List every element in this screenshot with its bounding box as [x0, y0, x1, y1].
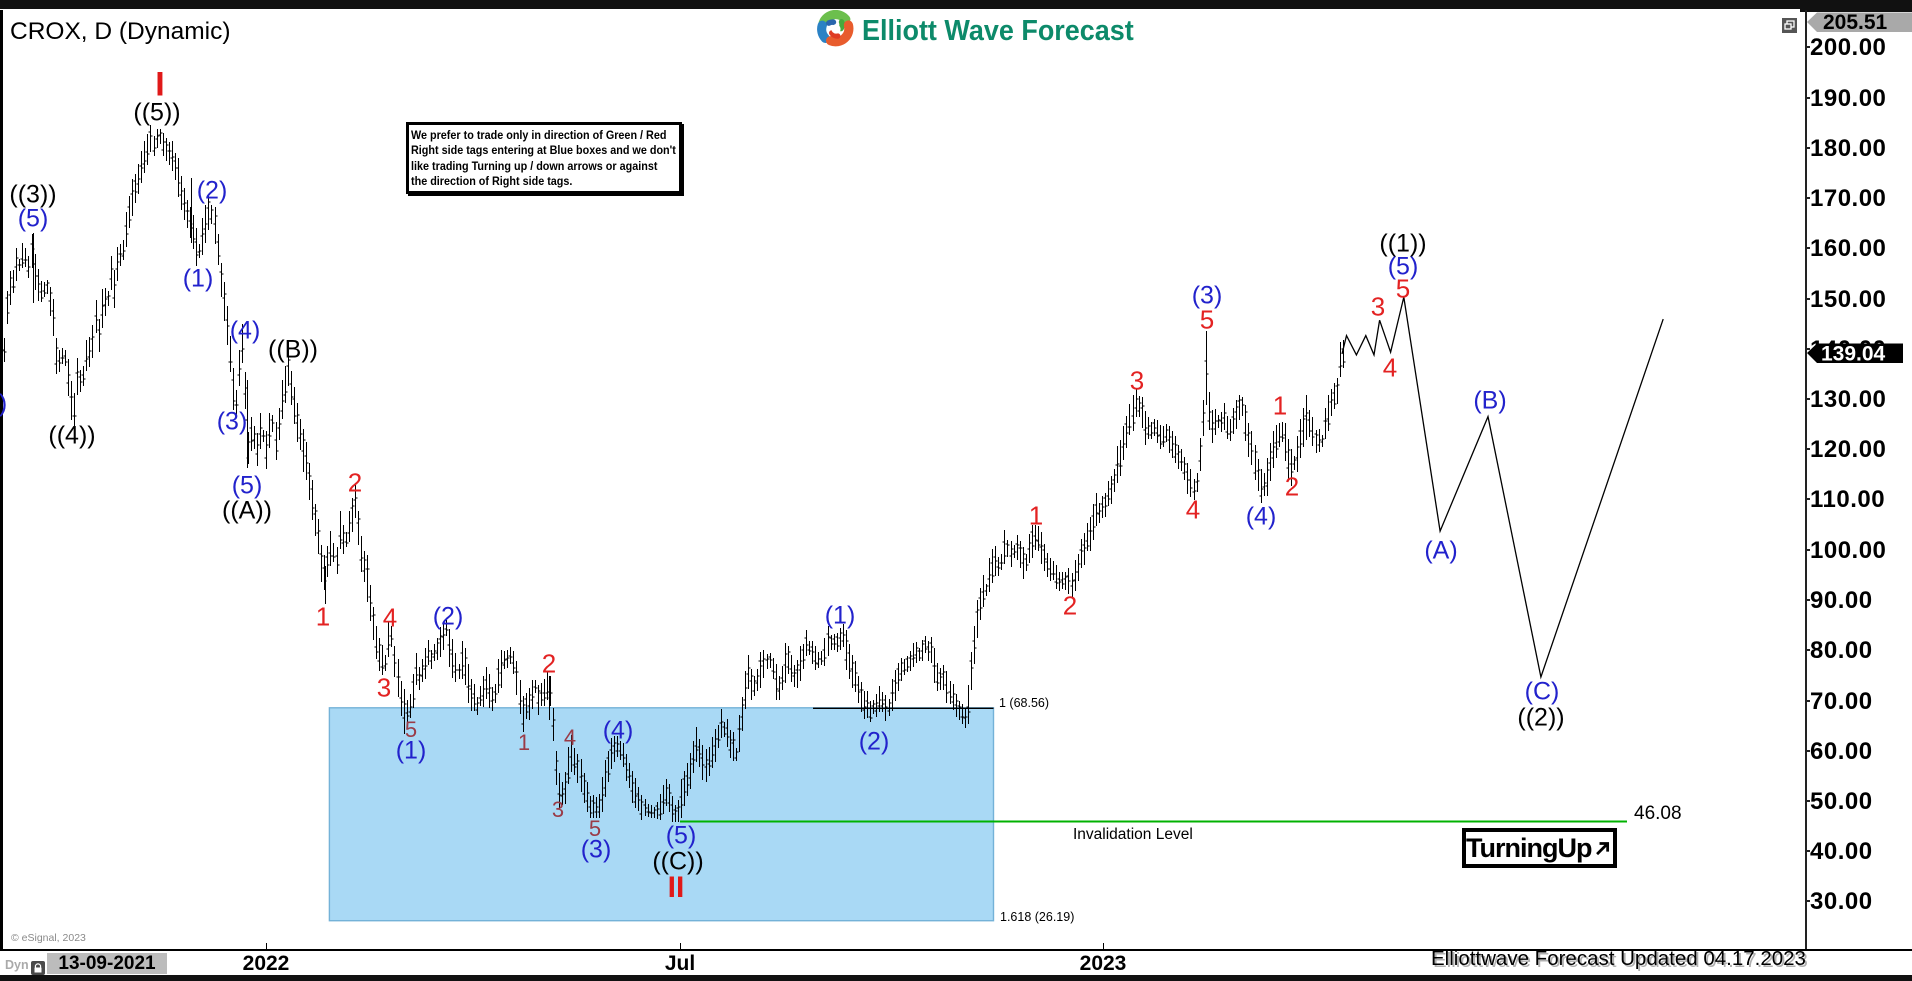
svg-text:205.51: 205.51 — [1823, 11, 1888, 33]
svg-text:139.04: 139.04 — [1821, 343, 1886, 365]
